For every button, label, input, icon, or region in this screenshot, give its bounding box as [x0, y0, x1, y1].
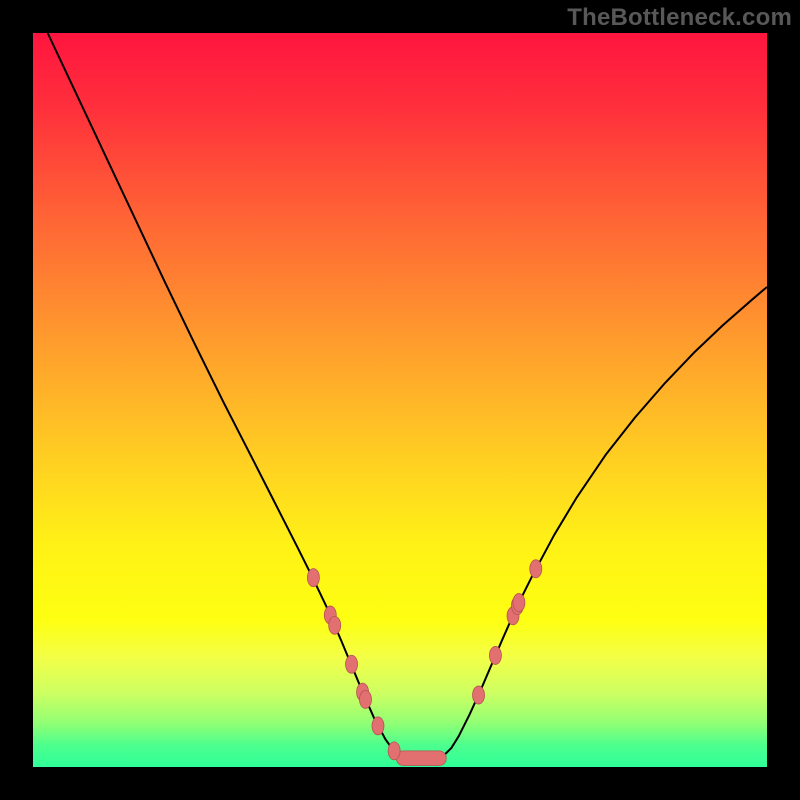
chart-frame: TheBottleneck.com [0, 0, 800, 800]
curve-marker [489, 646, 501, 664]
curve-marker [307, 569, 319, 587]
curve-plateau-marker [396, 751, 446, 766]
watermark-text: TheBottleneck.com [567, 4, 792, 32]
curve-marker [473, 686, 485, 704]
curve-marker [329, 616, 341, 634]
curve-marker [360, 690, 372, 708]
curve-marker [372, 717, 384, 735]
curve-marker [530, 560, 542, 578]
bottleneck-curve-chart [33, 33, 767, 767]
curve-marker [513, 594, 525, 612]
curve-marker [346, 655, 358, 673]
plot-background [33, 33, 767, 767]
curve-marker [388, 742, 400, 760]
